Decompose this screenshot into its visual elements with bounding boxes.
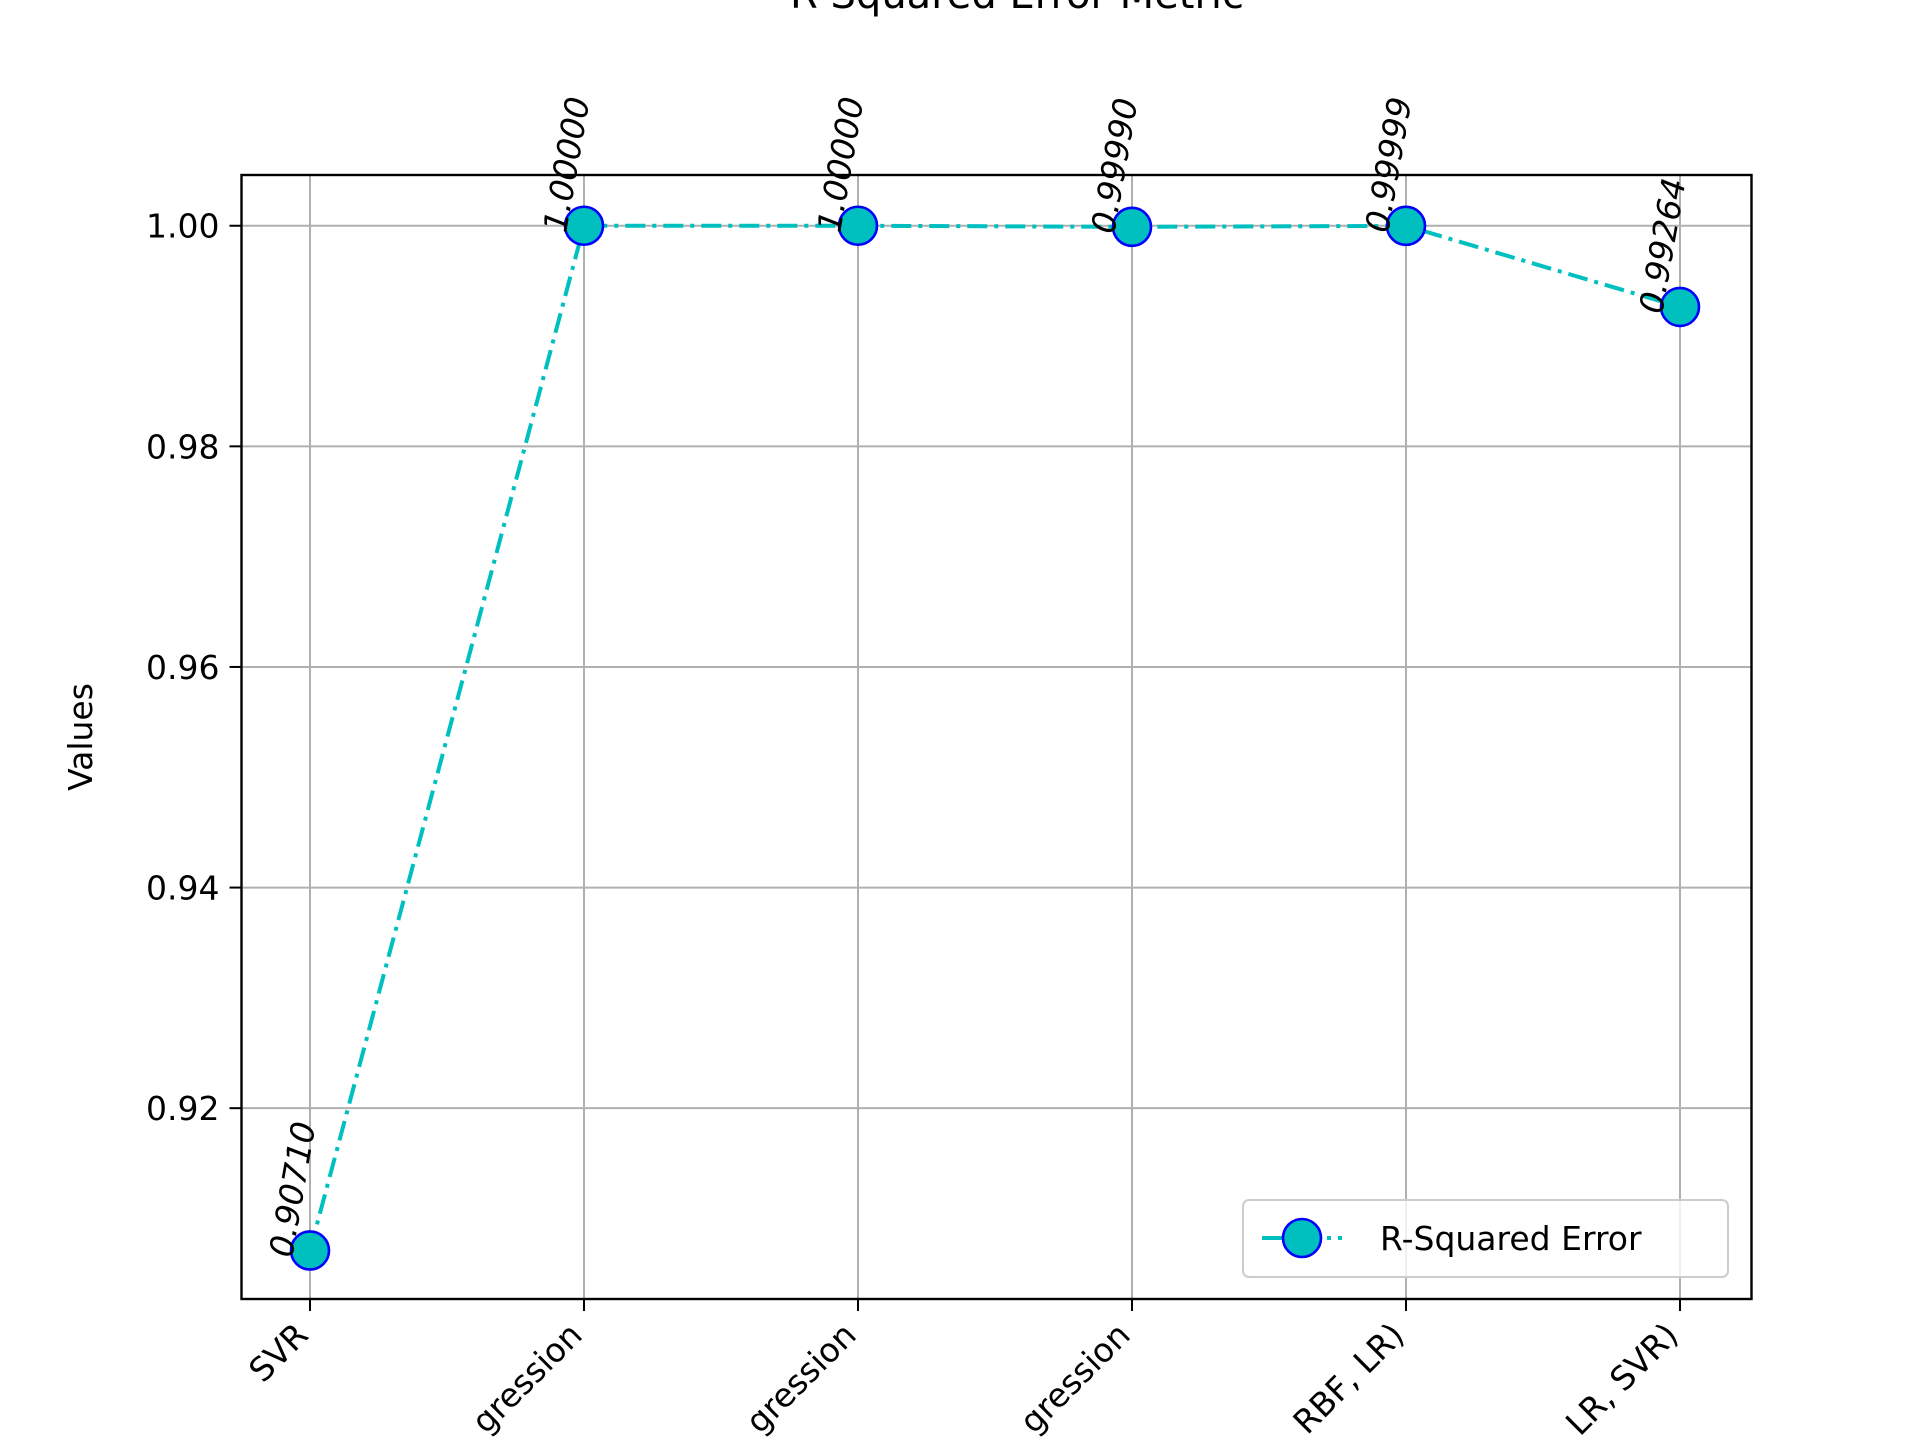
data-point-marker xyxy=(1659,286,1701,328)
x-tick-label: LR, SVR) xyxy=(1558,1315,1686,1440)
y-tick-label: 1.00 xyxy=(146,207,219,246)
data-point-marker xyxy=(1385,205,1427,247)
plot-area-frame xyxy=(240,173,1753,1301)
data-point-marker xyxy=(837,205,879,247)
data-point-markers xyxy=(289,205,1701,1271)
x-tick-label: SVR xyxy=(241,1315,316,1390)
y-tick-label: 0.96 xyxy=(146,648,219,687)
grid-lines xyxy=(241,175,1752,1299)
legend-label: R-Squared Error xyxy=(1380,1219,1642,1258)
y-tick-label: 0.98 xyxy=(146,427,219,466)
x-tick-label: gression xyxy=(738,1315,864,1440)
x-tick-label: RBF, LR) xyxy=(1285,1315,1411,1440)
x-tick-label: gression xyxy=(464,1315,590,1440)
data-point-marker xyxy=(1111,206,1153,248)
data-point-marker xyxy=(289,1230,331,1271)
y-tick-label: 0.92 xyxy=(146,1089,219,1128)
legend-box xyxy=(1242,1199,1729,1278)
chart-title: R-Squared Error Metric xyxy=(790,0,1244,18)
x-axis: SVR gression gression gression RBF, LR) LR, S… xyxy=(241,1299,1686,1440)
series-line-layer xyxy=(308,223,1681,1251)
series-line xyxy=(308,223,1681,1251)
y-tick-label: 0.94 xyxy=(146,869,219,908)
x-tick-label: gression xyxy=(1012,1315,1138,1440)
data-point-marker xyxy=(563,205,605,247)
y-axis-title: Values xyxy=(61,683,100,791)
legend-marker-sample xyxy=(1281,1217,1323,1259)
legend: R-Squared Error xyxy=(1242,1199,1729,1278)
y-axis: 0.92 0.94 0.96 0.98 1.00 xyxy=(146,207,242,1128)
